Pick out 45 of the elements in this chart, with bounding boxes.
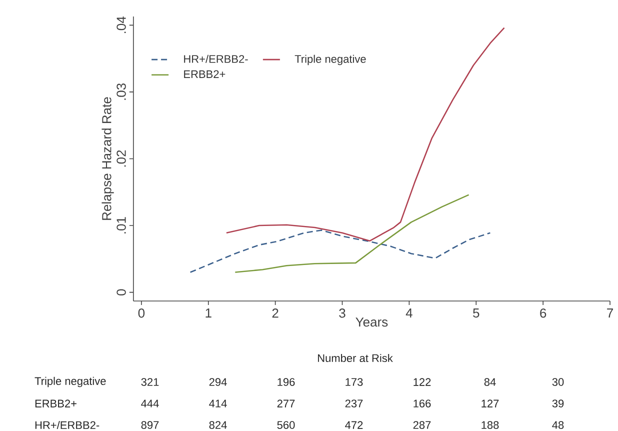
text: HR+/ERBB2- [35, 420, 100, 430]
text: 277 [277, 400, 295, 408]
y-tick-label: .02 [116, 150, 126, 167]
text: 196 [278, 378, 295, 386]
text: ERBB2+ [35, 400, 76, 408]
text: Number at Risk [318, 354, 393, 362]
text: 173 [346, 378, 363, 386]
y-axis-title: Relapse Hazard Rate [102, 97, 114, 220]
text: 122 [414, 378, 431, 386]
x-axis-title: Years [356, 318, 388, 327]
y-tick-label: .04 [116, 16, 126, 34]
text: 30 [552, 378, 564, 386]
text: Triple negative [34, 376, 106, 388]
text: 560 [277, 421, 295, 429]
x-tick-label: 1 [206, 308, 212, 318]
text: 287 [413, 421, 431, 429]
text: 48 [552, 421, 564, 429]
x-tick-label: 2 [272, 308, 278, 318]
text: 237 [345, 400, 363, 408]
text: 897 [141, 421, 159, 429]
x-tick-label: 6 [540, 308, 546, 318]
text: 414 [209, 400, 227, 408]
y-tick-label: .03 [116, 84, 126, 100]
text: 188 [482, 421, 499, 429]
text: 39 [552, 400, 564, 408]
y-tick-label: .01 [116, 217, 126, 234]
text: 472 [345, 421, 363, 429]
text: 444 [141, 400, 159, 408]
x-tick-label: 0 [138, 308, 145, 318]
legend-label: Triple negative [294, 54, 366, 66]
legend-label: ERBB2+ [184, 70, 226, 78]
x-tick-label: 3 [339, 308, 346, 318]
text: 824 [209, 421, 227, 429]
y-tick-label: 0 [116, 289, 126, 296]
text: 294 [209, 378, 227, 386]
text: 84 [484, 378, 496, 386]
x-tick-label: 4 [406, 308, 412, 318]
x-tick-label: 7 [607, 308, 613, 318]
legend-label: HR+/ERBB2- [184, 54, 248, 63]
line-series [234, 194, 470, 273]
text: 166 [414, 400, 431, 408]
line-series [190, 230, 491, 273]
text: 321 [141, 378, 159, 386]
x-tick-label: 5 [473, 308, 480, 318]
text: 127 [482, 400, 499, 408]
